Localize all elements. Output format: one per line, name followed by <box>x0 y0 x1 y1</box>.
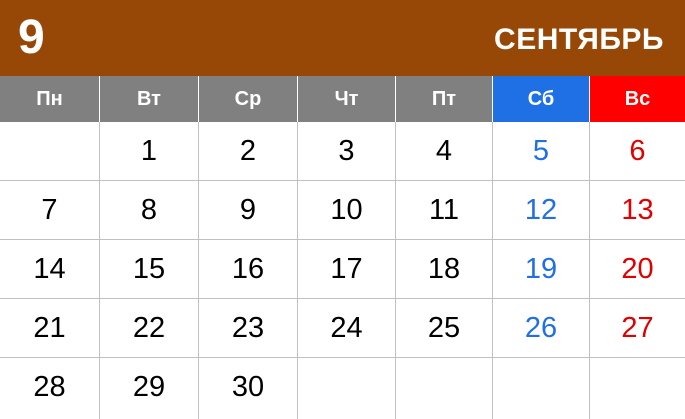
day-cell: 29 <box>100 358 199 419</box>
day-cell: 22 <box>100 299 199 358</box>
day-cell: 12 <box>493 181 590 240</box>
day-cell: 17 <box>298 240 396 299</box>
day-cell: 19 <box>493 240 590 299</box>
weekday-friday: Пт <box>396 76 493 122</box>
day-cell: 25 <box>396 299 493 358</box>
day-cell: 21 <box>0 299 100 358</box>
weekday-wednesday: Ср <box>199 76 298 122</box>
day-cell: 9 <box>199 181 298 240</box>
weekday-tuesday: Вт <box>100 76 199 122</box>
day-cell: 4 <box>396 122 493 181</box>
day-cell: 27 <box>590 299 685 358</box>
day-cell: 1 <box>100 122 199 181</box>
empty-day-cell <box>396 358 493 419</box>
month-name: СЕНТЯБРЬ <box>494 23 664 56</box>
day-cell: 18 <box>396 240 493 299</box>
empty-day-cell <box>590 358 685 419</box>
day-cell: 5 <box>493 122 590 181</box>
day-cell: 28 <box>0 358 100 419</box>
day-cell: 16 <box>199 240 298 299</box>
weekday-saturday: Сб <box>493 76 590 122</box>
day-cell: 23 <box>199 299 298 358</box>
weekday-thursday: Чт <box>298 76 396 122</box>
weekday-sunday: Вс <box>590 76 685 122</box>
day-cell: 30 <box>199 358 298 419</box>
day-cell: 26 <box>493 299 590 358</box>
day-cell: 15 <box>100 240 199 299</box>
empty-day-cell <box>493 358 590 419</box>
day-cell: 6 <box>590 122 685 181</box>
day-cell: 14 <box>0 240 100 299</box>
day-cell: 11 <box>396 181 493 240</box>
day-cell: 8 <box>100 181 199 240</box>
month-number: 9 <box>18 11 45 64</box>
days-grid: 1 2 3 4 5 6 7 8 9 10 11 12 13 14 15 16 17 18 19 20 21 22 23 24 2… <box>0 122 685 419</box>
empty-day-cell <box>298 358 396 419</box>
weekday-header-row: Пн Вт Ср Чт Пт Сб Вс <box>0 76 685 122</box>
weekday-monday: Пн <box>0 76 100 122</box>
day-cell: 10 <box>298 181 396 240</box>
day-cell: 20 <box>590 240 685 299</box>
day-cell: 2 <box>199 122 298 181</box>
day-cell: 3 <box>298 122 396 181</box>
day-cell: 13 <box>590 181 685 240</box>
empty-day-cell <box>0 122 100 181</box>
calendar-header: 9 СЕНТЯБРЬ <box>0 0 685 76</box>
day-cell: 24 <box>298 299 396 358</box>
day-cell: 7 <box>0 181 100 240</box>
